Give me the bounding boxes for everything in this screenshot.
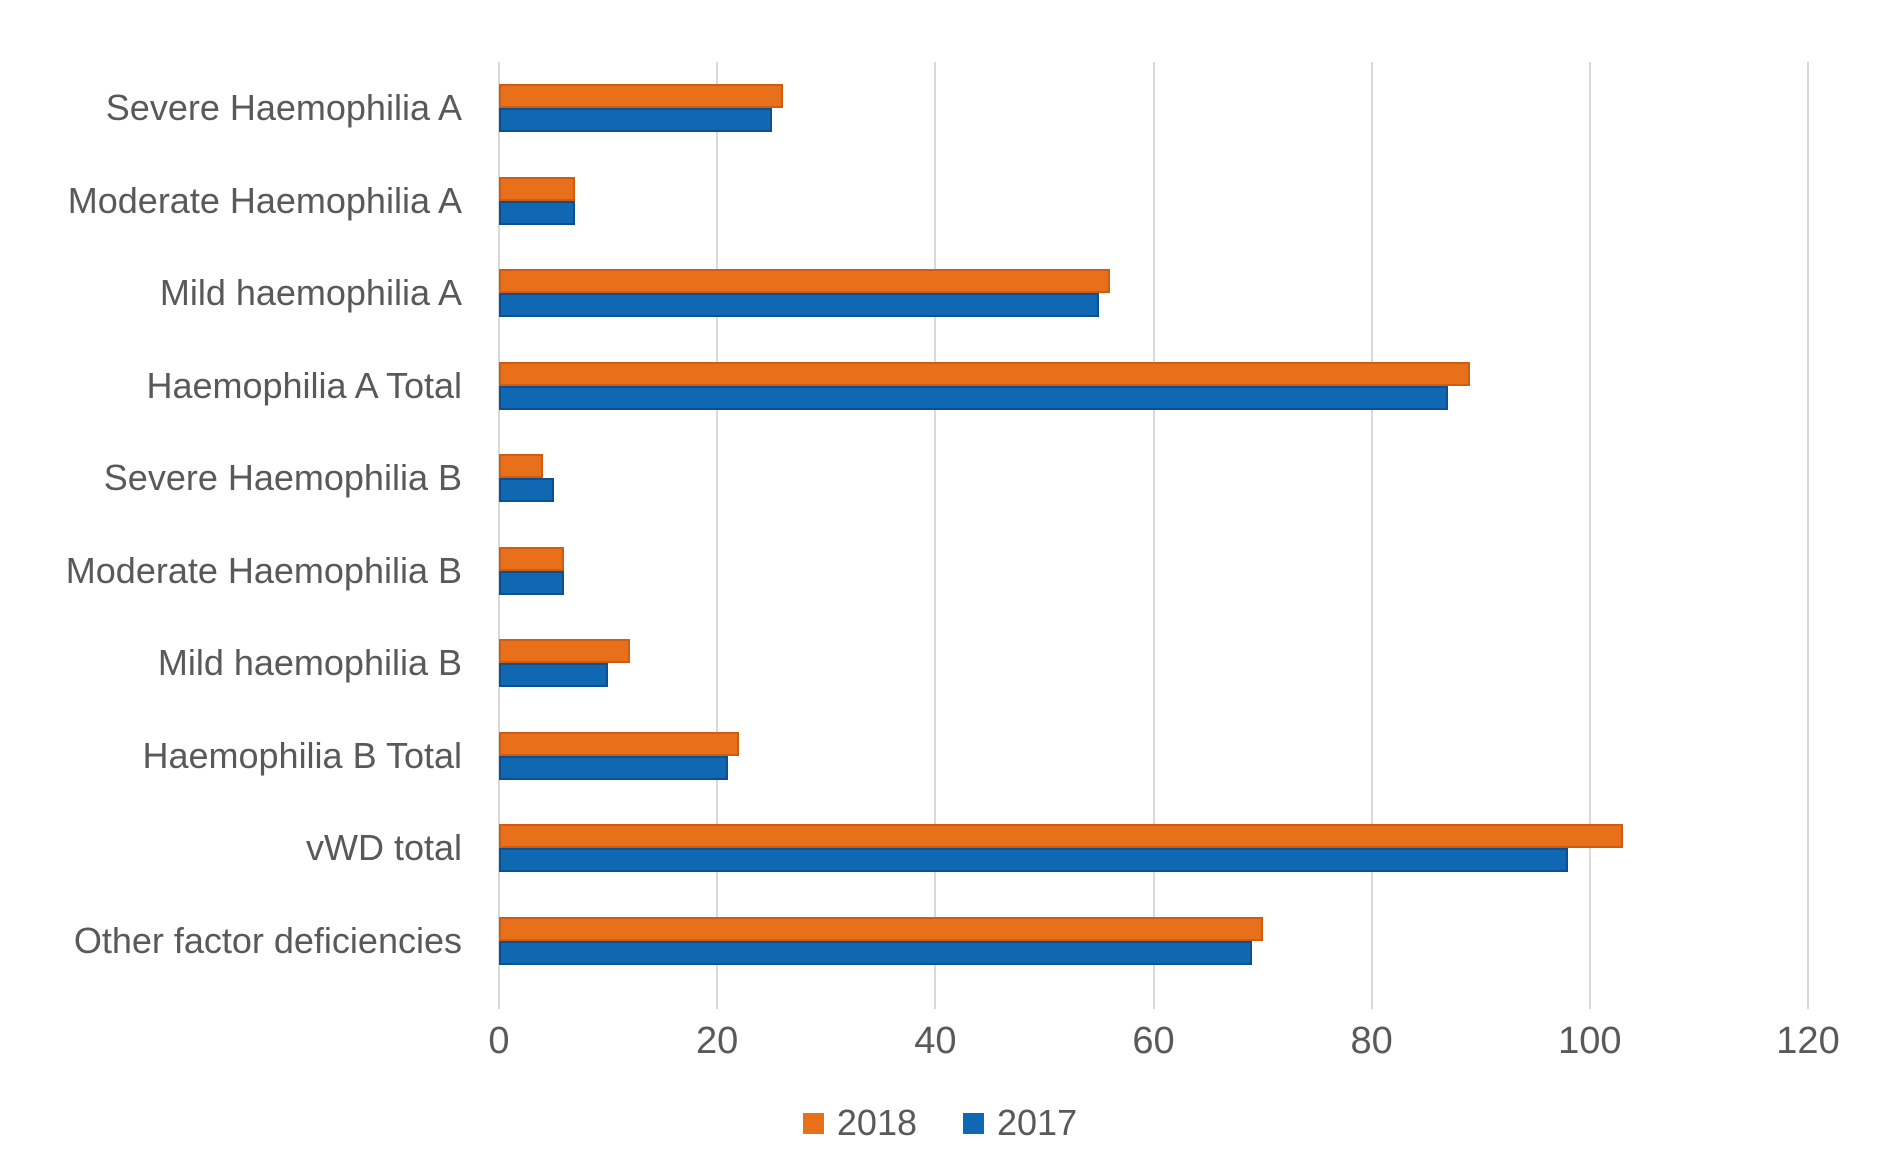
- legend-item: 2018: [802, 1102, 917, 1144]
- x-tick-label: 120: [1776, 1020, 1840, 1062]
- grid-line: [1370, 62, 1373, 1009]
- bar-2018: [499, 546, 565, 571]
- legend-swatch-icon: [963, 1112, 984, 1134]
- x-tick-label: 60: [1132, 1020, 1175, 1062]
- legend-label: 2018: [836, 1102, 917, 1143]
- grid-line: [1152, 62, 1155, 1009]
- legend: 2018 2017: [0, 1098, 1880, 1148]
- bar-2017: [499, 293, 1099, 318]
- x-tick-label: 40: [914, 1020, 957, 1062]
- bar-2018: [499, 916, 1263, 941]
- bar-2017: [499, 478, 554, 503]
- category-label: Other factor deficiencies: [73, 919, 462, 961]
- x-tick-label: 0: [488, 1020, 510, 1062]
- category-label: Severe Haemophilia A: [105, 87, 462, 129]
- legend-swatch-icon: [802, 1112, 824, 1134]
- grid-line: [1588, 62, 1591, 1009]
- bar-2018: [499, 361, 1470, 386]
- bar-2018: [499, 84, 783, 109]
- bar-2017: [499, 663, 609, 688]
- bar-2017: [499, 755, 729, 780]
- grid-line: [1807, 62, 1809, 1009]
- bar-2018: [499, 731, 739, 756]
- bar-2018: [499, 639, 630, 664]
- x-tick-label: 80: [1350, 1020, 1393, 1062]
- bar-2018: [499, 176, 576, 201]
- legend-label: 2017: [997, 1102, 1078, 1143]
- bar-2018: [499, 269, 1110, 294]
- bar-2017: [499, 385, 1449, 410]
- category-label: vWD total: [305, 827, 462, 869]
- grid-line: [934, 62, 937, 1009]
- grid-line: [716, 62, 719, 1009]
- category-label: Moderate Haemophilia B: [65, 549, 462, 591]
- bar-2018: [499, 454, 543, 479]
- category-axis: Severe Haemophilia A Moderate Haemophilia…: [0, 62, 462, 987]
- category-label: Haemophilia B Total: [142, 734, 462, 776]
- bar-2017: [499, 200, 576, 225]
- bar-2017: [499, 108, 772, 133]
- x-tick-label: 20: [696, 1020, 739, 1062]
- bar-2017: [499, 848, 1569, 873]
- bar-2018: [499, 824, 1623, 849]
- category-label: Moderate Haemophilia A: [67, 179, 462, 221]
- grid-line: [498, 62, 500, 1009]
- bar-2017: [499, 940, 1252, 965]
- category-label: Mild haemophilia B: [157, 642, 462, 684]
- bar-2017: [499, 570, 565, 595]
- category-label: Haemophilia A Total: [146, 364, 462, 406]
- category-label: Severe Haemophilia B: [103, 457, 462, 499]
- plot-area: [498, 62, 1809, 1009]
- x-tick-label: 100: [1558, 1020, 1622, 1062]
- value-axis: 0 20 40 60 80 100 120: [488, 1020, 1839, 1070]
- legend-item: 2017: [963, 1102, 1077, 1144]
- category-label: Mild haemophilia A: [159, 272, 462, 314]
